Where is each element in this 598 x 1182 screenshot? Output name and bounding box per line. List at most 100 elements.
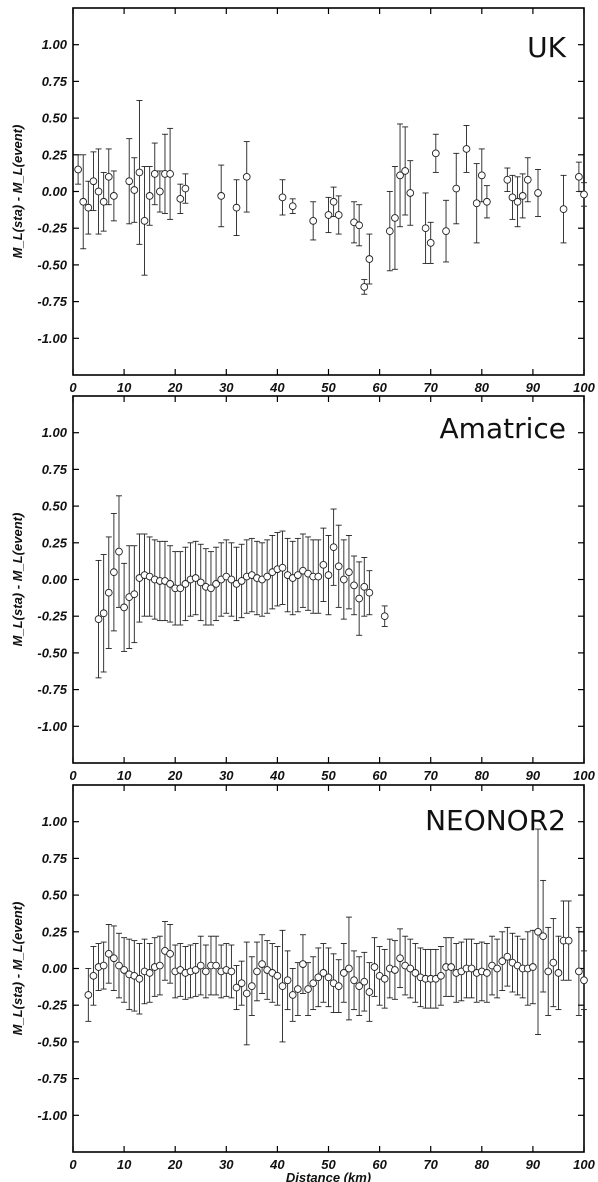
data-point (232, 546, 241, 622)
data-point (483, 185, 491, 219)
y-tick-label: -0.25 (37, 998, 67, 1013)
data-marker (580, 190, 588, 199)
y-tick-label: -1.00 (37, 719, 67, 734)
data-point (350, 555, 358, 616)
data-marker (575, 967, 583, 976)
data-point (232, 179, 241, 236)
data-point (299, 533, 307, 608)
data-marker (503, 175, 512, 184)
data-marker (411, 969, 420, 977)
data-point (539, 879, 547, 993)
data-point (227, 542, 236, 617)
data-marker (202, 967, 210, 976)
data-marker (104, 172, 113, 181)
data-point (534, 169, 542, 217)
data-point (222, 539, 231, 614)
data-marker (79, 197, 88, 206)
data-point (319, 943, 328, 1003)
data-point (462, 124, 471, 173)
data-marker (196, 961, 205, 970)
data-marker (181, 580, 190, 588)
data-point (488, 935, 496, 996)
data-point (575, 926, 583, 1016)
data-point (406, 160, 415, 226)
data-marker (212, 580, 220, 588)
data-marker (207, 584, 215, 593)
data-marker (227, 967, 236, 976)
x-tick-label: 70 (423, 380, 438, 395)
data-marker (350, 976, 358, 985)
data-marker (339, 969, 348, 977)
data-marker (288, 202, 297, 211)
data-point (385, 191, 394, 272)
data-point (391, 940, 399, 1000)
data-marker (84, 203, 93, 212)
x-tick-label: 30 (219, 380, 234, 395)
data-marker (125, 177, 134, 186)
data-point (365, 233, 374, 285)
chart-panel-1: 0 10 20 30 40 50 60 70 80 90 100 -1.00 -0.75 -0.50 -0.… (10, 7, 596, 395)
data-point (304, 536, 312, 611)
data-marker (191, 574, 200, 582)
data-point (498, 931, 507, 991)
data-point (472, 163, 481, 244)
data-marker (232, 203, 241, 212)
data-point (529, 929, 537, 1005)
y-tick-label: 1.00 (42, 425, 68, 440)
data-point (212, 935, 220, 996)
data-marker (380, 612, 389, 621)
y-tick-label: -0.50 (37, 1034, 67, 1049)
data-marker (319, 560, 328, 569)
data-point (457, 941, 466, 1002)
data-point (115, 932, 123, 999)
data-point (135, 533, 144, 623)
data-point (135, 943, 144, 1015)
data-point (365, 570, 374, 616)
data-point (421, 192, 430, 264)
data-point (115, 495, 123, 608)
data-marker (196, 578, 205, 587)
data-marker (447, 963, 455, 971)
data-point (166, 924, 174, 984)
x-tick-label: 50 (321, 380, 336, 395)
data-point (396, 123, 404, 228)
data-point (242, 941, 251, 1046)
data-point (314, 539, 323, 614)
data-point (580, 950, 588, 1011)
data-marker (472, 199, 481, 208)
data-point (196, 543, 205, 622)
data-point (104, 924, 113, 984)
data-point (309, 956, 318, 1011)
data-point (84, 180, 93, 235)
data-marker (452, 184, 461, 193)
x-tick-label: 20 (167, 380, 183, 395)
data-marker (99, 961, 108, 970)
data-marker (104, 588, 113, 597)
data-point (518, 173, 527, 219)
chart-panel-3: 0 10 20 30 40 50 60 70 80 90 100 -1.00 -0.75 -0.50 -0.… (10, 784, 596, 1182)
data-marker (483, 969, 491, 977)
data-marker (477, 171, 486, 180)
data-point (401, 126, 410, 216)
data-marker (370, 963, 379, 971)
data-point (406, 938, 415, 999)
data-point (135, 100, 144, 245)
data-point (370, 937, 379, 997)
data-point (329, 508, 338, 586)
data-marker (212, 961, 220, 970)
data-point (360, 279, 369, 295)
data-marker (426, 239, 435, 247)
data-point (242, 141, 251, 213)
data-point (288, 198, 297, 214)
x-tick-label: 60 (372, 1157, 387, 1172)
data-marker (299, 960, 307, 968)
data-point (278, 179, 287, 216)
data-marker (110, 954, 118, 963)
x-tick-label: 80 (475, 380, 490, 395)
data-marker (191, 966, 200, 974)
data-marker (534, 189, 542, 197)
data-marker (314, 572, 323, 581)
data-marker (529, 963, 537, 971)
data-point (293, 962, 302, 1016)
y-tick-label: 0.00 (42, 184, 68, 199)
